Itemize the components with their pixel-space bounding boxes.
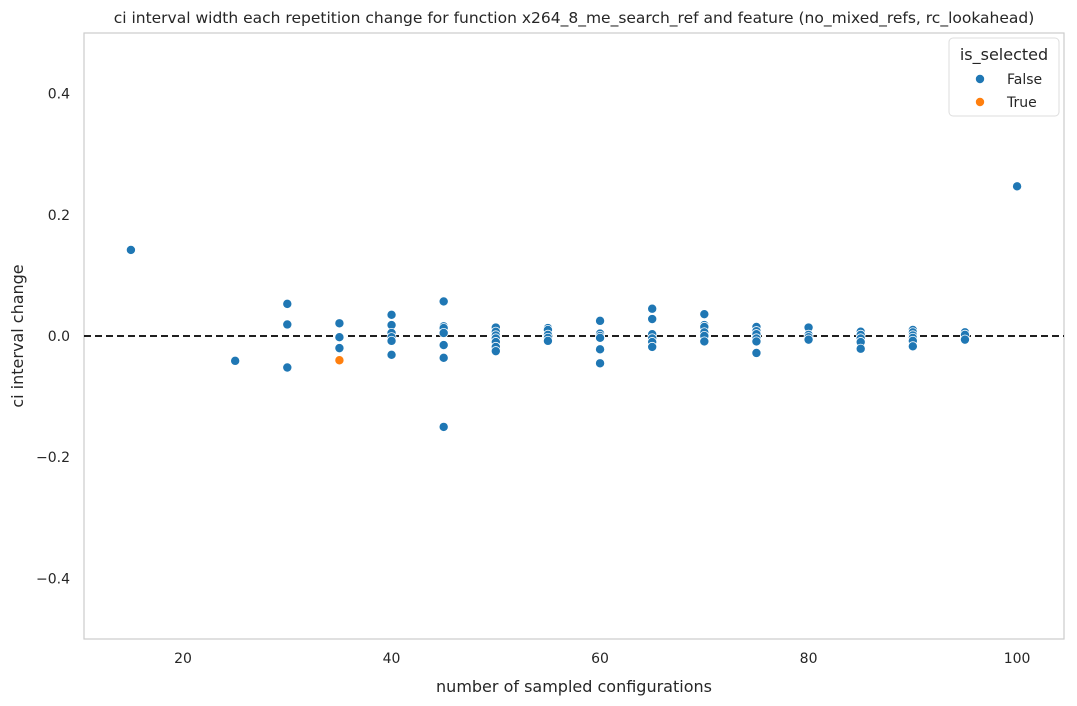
data-point-false [334,343,345,354]
data-point-false [490,346,501,357]
y-tick-label: 0.2 [48,208,70,224]
data-point-false [438,421,449,432]
data-point-false [386,335,397,346]
data-point-false [438,340,449,351]
data-point-false [386,309,397,320]
x-axis-label: number of sampled configurations [436,677,712,696]
data-point-false [595,358,606,369]
data-point-false [699,336,710,347]
legend-box [948,37,1060,117]
x-tick-label: 40 [383,651,401,667]
data-point-false [647,303,658,314]
chart-title: ci interval width each repetition change… [114,9,1035,28]
data-point-false [751,347,762,358]
y-tick-label: 0.4 [48,87,70,103]
legend-marker-true [975,97,986,108]
y-tick-label: 0.0 [48,329,70,345]
data-point-false [282,362,293,373]
data-points [125,181,1023,432]
y-tick-label: −0.2 [36,450,70,466]
x-tick-label: 80 [800,651,818,667]
legend-label-true: True [1006,95,1037,111]
legend-title: is_selected [960,45,1048,65]
data-point-false [959,334,970,345]
data-point-false [1012,181,1023,192]
legend-marker-false [975,74,986,85]
legend-label-false: False [1007,72,1042,88]
data-point-false [438,327,449,338]
data-point-false [855,343,866,354]
data-point-false [595,332,606,343]
data-point-false [542,335,553,346]
y-ticks: 0.4 0.2 0.0 −0.2 −0.4 [36,87,70,588]
x-ticks: 20 40 60 80 100 [174,651,1030,667]
y-tick-label: −0.4 [36,571,70,587]
data-point-false [699,309,710,320]
data-point-false [595,344,606,355]
data-point-false [803,334,814,345]
data-point-false [751,336,762,347]
data-point-false [125,244,136,255]
data-point-false [647,314,658,325]
legend: is_selected False True [948,37,1060,117]
y-axis-label: ci interval change [8,264,27,407]
data-point-false [334,318,345,329]
x-tick-label: 20 [174,651,192,667]
data-point-false [230,355,241,366]
data-point-false [282,319,293,330]
data-point-true [334,355,345,366]
data-point-false [438,296,449,307]
data-point-false [647,341,658,352]
data-point-false [334,332,345,343]
x-tick-label: 60 [591,651,609,667]
data-point-false [907,341,918,352]
data-point-false [282,298,293,309]
data-point-false [595,315,606,326]
x-tick-label: 100 [1004,651,1031,667]
data-point-false [386,349,397,360]
data-point-false [438,352,449,363]
